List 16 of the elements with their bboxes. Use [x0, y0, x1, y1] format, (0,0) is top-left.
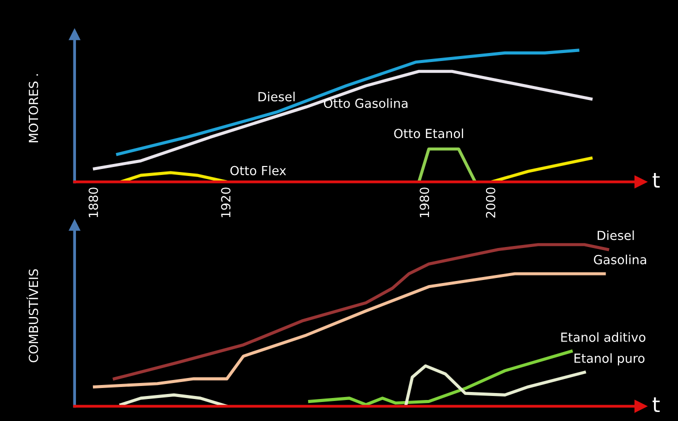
y-axis-title: MOTORES . — [28, 74, 38, 142]
series-label: Diesel — [598, 230, 634, 240]
series-label: Etanol aditivo — [561, 332, 646, 342]
series-label: Gasolina — [594, 254, 646, 264]
x-axis-title: t — [652, 397, 660, 412]
x-axis-title: t — [652, 172, 660, 188]
x-tick-label: 2000 — [486, 188, 496, 218]
series-label: Otto Flex — [230, 166, 286, 176]
x-tick-label: 1880 — [88, 188, 98, 218]
x-tick-label: 1920 — [221, 188, 230, 218]
series-label: Diesel — [258, 92, 295, 102]
y-axis-title: COMBUSTÍVEIS — [26, 269, 38, 362]
series-label: Otto Gasolina — [324, 98, 408, 108]
series-label: Otto Etanol — [394, 128, 464, 138]
series-label: Etanol puro — [574, 353, 644, 366]
x-tick-label: 1980 — [420, 188, 430, 218]
